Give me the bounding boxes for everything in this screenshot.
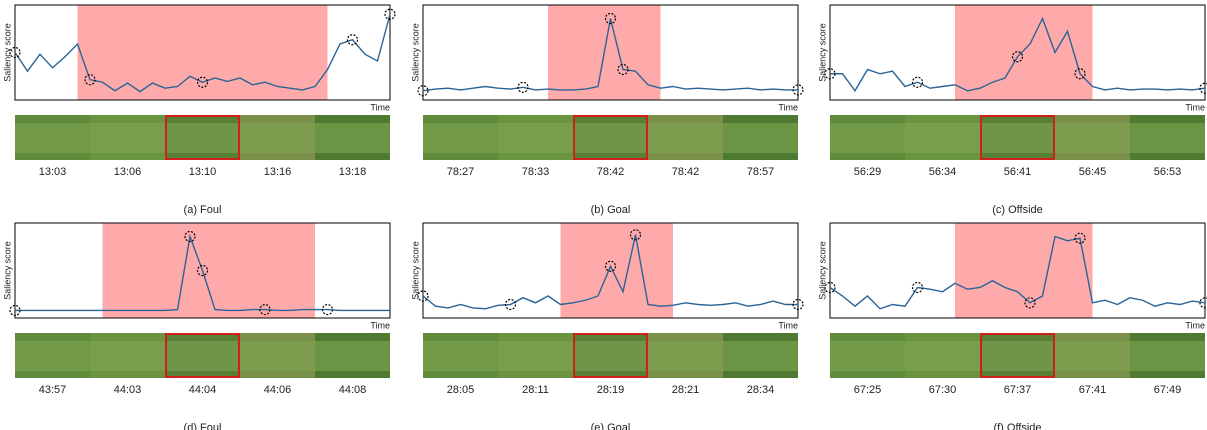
frame-time: 56:41 [1004, 166, 1032, 178]
y-axis-label: Saliency score [410, 241, 420, 300]
x-axis-label: Time [1185, 320, 1205, 330]
frame-time: 28:21 [672, 384, 700, 396]
frame-pitch [15, 341, 90, 371]
y-axis-label: Saliency score [410, 23, 420, 82]
frame-pitch [723, 123, 798, 153]
frame-pitch [830, 341, 905, 371]
caption: (e) Goal [591, 422, 631, 430]
frame-time: 13:10 [189, 166, 217, 178]
event-window [955, 223, 1093, 318]
frame-pitch [423, 123, 498, 153]
frame-time: 67:41 [1079, 384, 1107, 396]
frame-pitch [165, 341, 240, 371]
x-axis-label: Time [370, 102, 390, 112]
frame-pitch [905, 341, 980, 371]
frame-pitch [1055, 123, 1130, 153]
frame-time: 67:37 [1004, 384, 1032, 396]
frame-time: 67:30 [929, 384, 957, 396]
frame-time: 78:33 [522, 166, 550, 178]
frame-pitch [1055, 341, 1130, 371]
frame-pitch [498, 123, 573, 153]
frame-time: 44:08 [339, 384, 367, 396]
frame-time: 44:04 [189, 384, 217, 396]
frame-pitch [1130, 341, 1205, 371]
frame-time: 28:19 [597, 384, 625, 396]
frame-pitch [15, 123, 90, 153]
caption: (c) Offside [992, 204, 1043, 216]
figure: Saliency score Time 13:03 13:06 13:10 13:16 13… [0, 0, 1207, 430]
frame-pitch [573, 123, 648, 153]
frame-pitch [240, 341, 315, 371]
x-axis-label: Time [370, 320, 390, 330]
frame-time: 13:18 [339, 166, 367, 178]
caption: (b) Goal [591, 204, 631, 216]
x-axis-label: Time [1185, 102, 1205, 112]
frame-pitch [830, 123, 905, 153]
frame-pitch [723, 341, 798, 371]
frame-pitch [980, 123, 1055, 153]
event-window [78, 5, 328, 100]
frame-time: 78:42 [597, 166, 625, 178]
frame-time: 67:49 [1154, 384, 1182, 396]
frame-pitch [573, 341, 648, 371]
x-axis-label: Time [778, 102, 798, 112]
frame-pitch [165, 123, 240, 153]
frame-pitch [315, 123, 390, 153]
frame-time: 13:03 [39, 166, 67, 178]
frame-pitch [648, 341, 723, 371]
frame-pitch [1130, 123, 1205, 153]
frame-pitch [240, 123, 315, 153]
frame-time: 56:53 [1154, 166, 1182, 178]
frame-time: 28:05 [447, 384, 475, 396]
frame-pitch [980, 341, 1055, 371]
y-axis-label: Saliency score [2, 23, 12, 82]
event-window [103, 223, 316, 318]
event-window [561, 223, 674, 318]
frame-time: 67:25 [854, 384, 882, 396]
frame-time: 13:16 [264, 166, 292, 178]
frame-time: 44:06 [264, 384, 292, 396]
caption: (a) Foul [184, 204, 222, 216]
frame-time: 56:34 [929, 166, 957, 178]
y-axis-label: Saliency score [2, 241, 12, 300]
frame-time: 56:29 [854, 166, 882, 178]
frame-time: 28:11 [522, 384, 549, 396]
frame-pitch [648, 123, 723, 153]
x-axis-label: Time [778, 320, 798, 330]
frame-pitch [423, 341, 498, 371]
frame-pitch [498, 341, 573, 371]
frame-time: 78:27 [447, 166, 475, 178]
frame-time: 78:42 [672, 166, 700, 178]
frame-time: 13:06 [114, 166, 142, 178]
frame-pitch [315, 341, 390, 371]
frame-time: 44:03 [114, 384, 142, 396]
frame-pitch [90, 341, 165, 371]
frame-pitch [90, 123, 165, 153]
y-axis-label: Saliency score [817, 241, 827, 300]
frame-time: 56:45 [1079, 166, 1107, 178]
caption: (d) Foul [184, 422, 222, 430]
frame-time: 78:57 [747, 166, 775, 178]
caption: (f) Offside [993, 422, 1041, 430]
frame-time: 28:34 [747, 384, 775, 396]
frame-pitch [905, 123, 980, 153]
y-axis-label: Saliency score [817, 23, 827, 82]
event-window [955, 5, 1093, 100]
frame-time: 43:57 [39, 384, 67, 396]
